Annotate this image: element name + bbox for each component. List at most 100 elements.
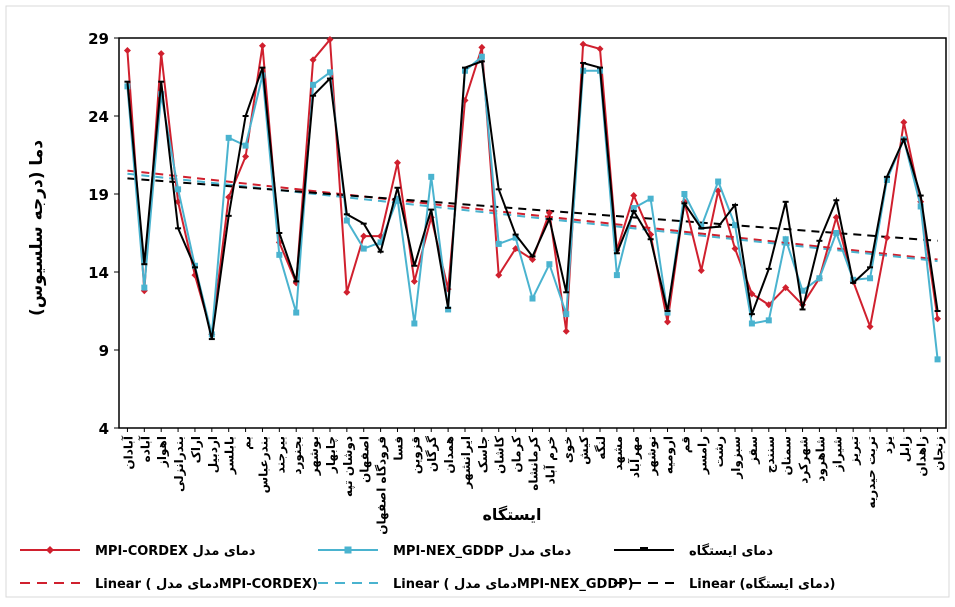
x-tick-label: سقز bbox=[746, 436, 760, 465]
data-point bbox=[343, 288, 351, 296]
y-tick-label: 24 bbox=[88, 108, 109, 126]
legend-label: MPI-CORDEX دمای مدل bbox=[95, 544, 256, 559]
y-tick-label: 29 bbox=[88, 30, 109, 48]
x-axis-title: ایستگاه bbox=[482, 505, 541, 524]
data-point bbox=[529, 295, 536, 302]
data-point bbox=[765, 301, 773, 309]
y-tick-label: 9 bbox=[99, 342, 109, 360]
x-tick-label: همدان bbox=[442, 436, 456, 474]
data-point bbox=[715, 178, 722, 185]
y-axis-title: دما (درجه سلسیوس) bbox=[27, 140, 47, 316]
legend-trend-label: Linear ( دمای مدلMPI-NEX_GDDP) bbox=[393, 577, 634, 592]
x-tick-label: رشت bbox=[712, 436, 726, 468]
x-tick-label: کاشان bbox=[493, 436, 507, 474]
x-tick-label: زنجان bbox=[932, 436, 946, 471]
data-point bbox=[664, 318, 672, 326]
data-series bbox=[123, 36, 942, 363]
data-point bbox=[410, 277, 418, 285]
data-point bbox=[799, 287, 806, 294]
x-tick-label: سبزوار bbox=[729, 436, 744, 480]
data-point bbox=[326, 69, 333, 76]
data-point bbox=[141, 284, 148, 291]
data-point bbox=[630, 192, 638, 200]
data-point bbox=[394, 195, 401, 202]
legend-label: دمای ایستگاه bbox=[689, 543, 773, 559]
y-tick-label: 19 bbox=[88, 186, 109, 204]
data-point bbox=[563, 311, 570, 318]
x-tick-label: رامسر bbox=[695, 436, 709, 475]
data-point bbox=[782, 284, 790, 292]
data-point bbox=[478, 43, 486, 51]
trendline bbox=[127, 172, 938, 263]
data-point bbox=[782, 236, 789, 243]
data-point bbox=[816, 275, 823, 282]
x-tick-label: ایرانشهر bbox=[459, 436, 473, 489]
x-tick-label: بندرعباس bbox=[256, 436, 270, 493]
data-point bbox=[697, 266, 705, 274]
data-point bbox=[309, 56, 317, 64]
data-point bbox=[242, 153, 250, 161]
x-tick-label: اردبیل bbox=[206, 436, 220, 473]
x-tick-label: تبریز bbox=[847, 436, 861, 466]
data-point bbox=[428, 173, 435, 180]
data-point bbox=[613, 272, 620, 279]
x-tick-label: آبادان bbox=[120, 435, 135, 470]
data-point bbox=[647, 195, 654, 202]
x-tick-labels: آبادان آباده اهواز بندرانزلی اراک اردبیل بابلس… bbox=[120, 428, 946, 535]
x-tick-label: خوی bbox=[560, 436, 575, 463]
data-point bbox=[495, 240, 502, 247]
data-point bbox=[310, 81, 317, 88]
data-point bbox=[258, 42, 266, 50]
data-point bbox=[529, 256, 536, 264]
x-tick-label: مشهد bbox=[611, 436, 625, 471]
x-tick-label: کرمان bbox=[510, 436, 524, 473]
data-point bbox=[748, 290, 756, 298]
x-tick-label: کیش bbox=[577, 436, 591, 465]
data-point bbox=[765, 317, 772, 324]
data-point bbox=[866, 323, 874, 331]
data-point bbox=[579, 40, 587, 48]
legend-label: MPI-NEX_GDDP دمای مدل bbox=[393, 544, 572, 559]
x-tick-label: شاهرود bbox=[813, 436, 828, 482]
trendline bbox=[127, 177, 938, 242]
y-tick-label: 4 bbox=[99, 420, 109, 438]
data-point bbox=[157, 50, 165, 58]
data-point bbox=[411, 320, 418, 327]
data-point bbox=[934, 356, 941, 363]
chart-frame bbox=[5, 5, 950, 598]
data-point bbox=[393, 159, 401, 167]
x-tick-label: ارومیه bbox=[662, 436, 677, 474]
data-point bbox=[360, 232, 368, 240]
x-tick-label: سنندج bbox=[763, 436, 777, 473]
x-tick-label: اصفهان bbox=[358, 436, 372, 483]
legend-marker bbox=[344, 546, 352, 554]
x-tick-label: بیرجند bbox=[273, 436, 287, 473]
data-point bbox=[732, 222, 739, 229]
data-point bbox=[934, 315, 942, 323]
x-tick-label: مهرآباد bbox=[627, 436, 642, 478]
y-tick-label: 14 bbox=[88, 264, 109, 282]
x-tick-label: بجنورد bbox=[290, 436, 305, 475]
x-tick-label: فرودگاه اصفهان bbox=[375, 436, 390, 535]
data-point bbox=[276, 251, 283, 258]
x-tick-label: اراک bbox=[189, 436, 203, 463]
y-tick-labels: 4 9 14 19 24 29 bbox=[88, 30, 119, 438]
data-point bbox=[748, 320, 755, 327]
x-tick-label: بم bbox=[240, 436, 254, 450]
data-point bbox=[630, 205, 637, 212]
data-point bbox=[225, 193, 233, 201]
data-point bbox=[495, 271, 503, 279]
x-tick-label: چابهار bbox=[324, 436, 338, 474]
data-point bbox=[326, 36, 334, 44]
x-tick-label: شیراز bbox=[830, 436, 844, 472]
data-point bbox=[512, 234, 519, 241]
data-point bbox=[664, 309, 671, 316]
x-tick-label: بابلسر bbox=[223, 436, 237, 475]
data-point bbox=[917, 203, 924, 210]
data-point bbox=[681, 191, 688, 197]
data-point bbox=[900, 118, 908, 126]
data-point bbox=[478, 53, 485, 60]
legend: MPI-CORDEX دمای مدل Linear ( دمای مدلMPI-… bbox=[20, 543, 835, 592]
x-tick-label: دوشان تپه bbox=[341, 436, 356, 497]
